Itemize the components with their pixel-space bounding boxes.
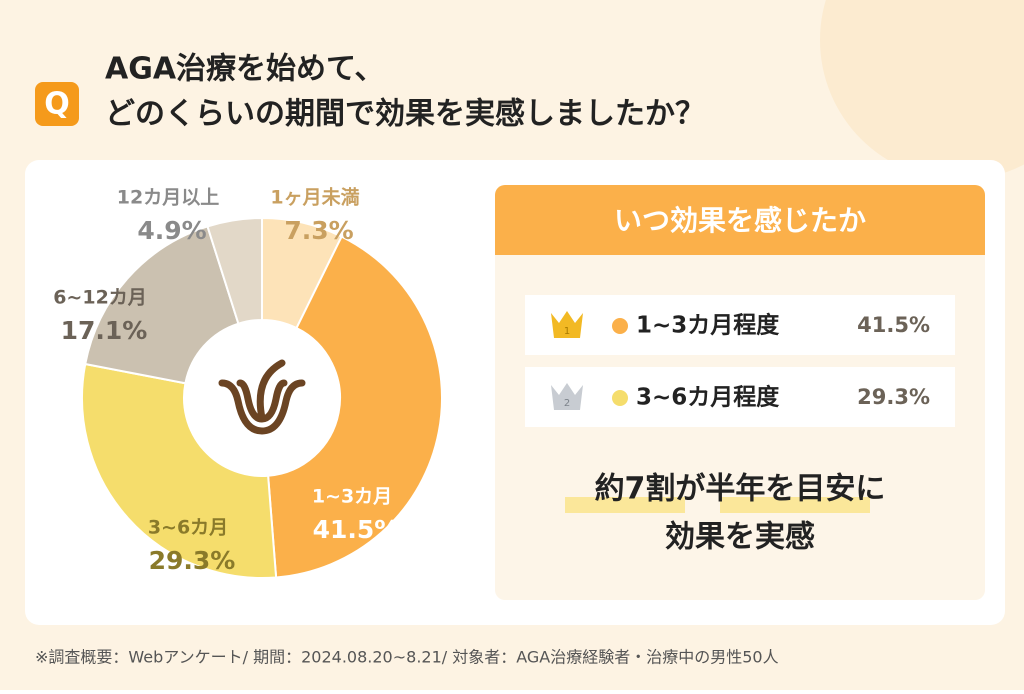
rank-label: 1~3カ月程度 (636, 312, 780, 339)
side-card-header (495, 185, 985, 255)
slice-value: 4.9% (137, 216, 206, 245)
rank-label: 3~6カ月程度 (636, 384, 780, 411)
rank-value: 29.3% (857, 385, 930, 409)
highlight (565, 497, 685, 513)
slice-label: 12カ月以上 (117, 187, 219, 209)
highlight (720, 497, 870, 513)
hair-icon (218, 359, 306, 435)
donut-chart: 1ヶ月未満 7.3% 1~3カ月 41.5% 3~6カ月 29.3% 6~12カ月 17.1%… (53, 186, 443, 579)
crown-icon (551, 311, 583, 338)
footnote: ※調査概要：Webアンケート/ 期間：2024.08.20~8.21/ 対象者：… (35, 648, 779, 667)
crown-rank: 1 (564, 326, 570, 337)
summary-line: 効果を実感 (665, 520, 815, 555)
title-line: どのくらいの期間で効果を実感しましたか？ (105, 97, 705, 132)
legend-dot (612, 318, 628, 334)
slice-value: 41.5% (313, 515, 400, 544)
slice-value: 7.3% (284, 216, 353, 245)
crown-rank: 2 (564, 398, 570, 409)
crown-icon (551, 383, 583, 410)
slice-value: 17.1% (61, 316, 148, 345)
q-icon (35, 82, 79, 126)
donut-slice (84, 225, 240, 385)
title-line: AGA治療を始めて、 (105, 52, 385, 87)
slice-label: 1~3カ月 (312, 486, 392, 508)
legend-dot (612, 390, 628, 406)
decor (820, 0, 1024, 180)
slice-value: 29.3% (149, 546, 236, 575)
slice-label: 3~6カ月 (148, 517, 228, 539)
rank-value: 41.5% (857, 313, 930, 337)
ranking: 1 1~3カ月程度 41.5% 2 3~6カ月程度 29.3% (525, 295, 955, 427)
side-card-title: いつ効果を感じたか (614, 204, 866, 237)
summary-line: 約7割が半年を目安に (595, 472, 886, 507)
q-letter: Q (44, 87, 70, 122)
slice-label: 6~12カ月 (53, 287, 147, 309)
rank-row (525, 367, 955, 427)
rank-row (525, 295, 955, 355)
slice-label: 1ヶ月未満 (270, 186, 359, 209)
